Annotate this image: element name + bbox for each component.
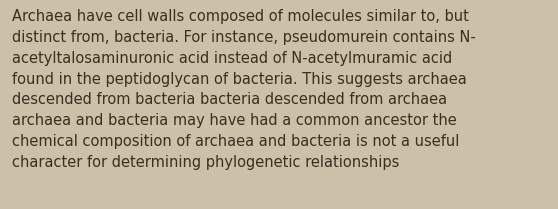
Text: Archaea have cell walls composed of molecules similar to, but
distinct from, bac: Archaea have cell walls composed of mole…: [12, 9, 476, 170]
